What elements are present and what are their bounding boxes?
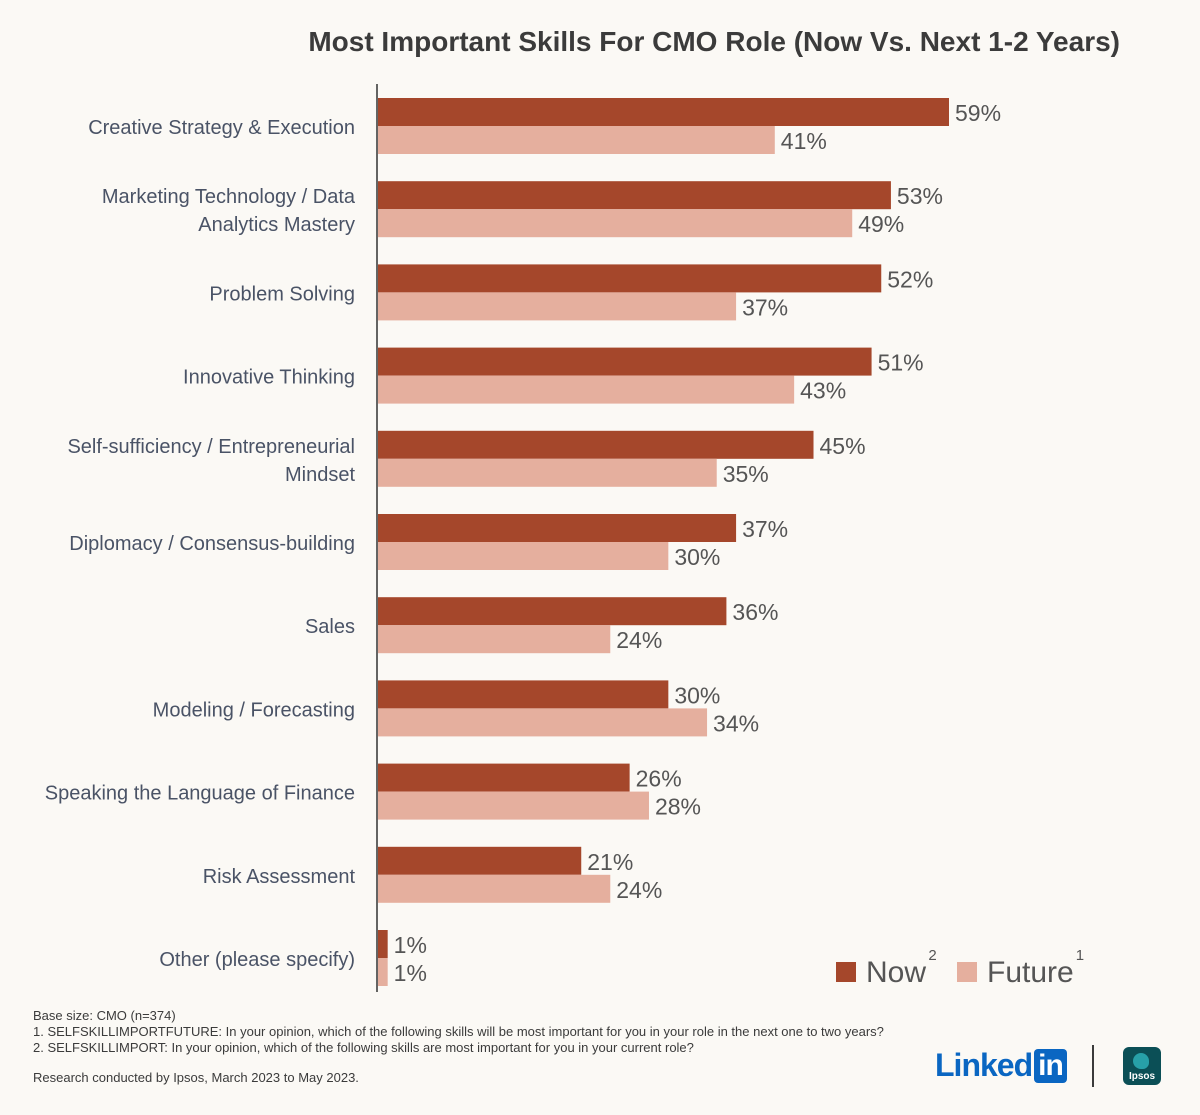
now-bar	[378, 430, 814, 459]
now-value-label: 52%	[887, 266, 933, 292]
future-bar	[378, 958, 388, 986]
future-bar	[378, 292, 737, 321]
footnote-2: 2. SELFSKILLIMPORT: In your opinion, whi…	[33, 1040, 694, 1055]
base-size-note: Base size: CMO (n=374)	[33, 1008, 176, 1023]
research-note: Research conducted by Ipsos, March 2023 …	[33, 1070, 359, 1085]
category-label: Problem Solving	[209, 283, 355, 305]
footnote-1: 1. SELFSKILLIMPORTFUTURE: In your opinio…	[33, 1024, 884, 1039]
future-value-label: 34%	[713, 710, 759, 736]
now-bar	[378, 98, 949, 126]
footnotes: Base size: CMO (n=374) 1. SELFSKILLIMPOR…	[33, 1008, 884, 1086]
now-bar	[378, 514, 737, 542]
now-value-label: 36%	[732, 599, 778, 625]
now-value-label: 26%	[636, 766, 682, 792]
linkedin-logo-box: in	[1034, 1048, 1067, 1083]
now-bar	[378, 846, 582, 875]
future-value-label: 49%	[858, 211, 904, 237]
category-label: Analytics Mastery	[198, 214, 355, 236]
category-label: Marketing Technology / Data	[102, 186, 356, 208]
future-bar	[378, 375, 795, 404]
future-bar	[378, 542, 669, 570]
chart-title: Most Important Skills For CMO Role (Now …	[308, 26, 1120, 57]
category-label: Creative Strategy & Execution	[88, 117, 355, 139]
now-bar	[378, 347, 872, 376]
future-value-label: 30%	[674, 544, 720, 570]
now-value-label: 45%	[820, 433, 866, 459]
category-label: Risk Assessment	[203, 866, 356, 888]
now-value-label: 1%	[394, 932, 427, 958]
now-bar	[378, 680, 669, 709]
now-value-label: 59%	[955, 100, 1001, 126]
now-value-label: 30%	[674, 682, 720, 708]
now-value-label: 53%	[897, 183, 943, 209]
future-value-label: 43%	[800, 378, 846, 404]
future-bar	[378, 209, 853, 238]
now-bar	[378, 930, 388, 958]
category-label: Self-sufficiency / Entrepreneurial	[67, 436, 355, 458]
future-value-label: 1%	[394, 960, 427, 986]
future-value-label: 24%	[616, 627, 662, 653]
ipsos-logo-text: Ipsos	[1128, 1071, 1156, 1082]
logo-divider	[1092, 1045, 1094, 1087]
future-bar	[378, 791, 649, 820]
bar-chart: Creative Strategy & Execution 59% 41% Marke…	[45, 84, 1084, 992]
linkedin-logo-text: Linked	[935, 1047, 1033, 1083]
now-bar	[378, 264, 882, 293]
category-label: Sales	[305, 616, 355, 638]
future-value-label: 28%	[655, 794, 701, 820]
future-bar	[378, 126, 775, 154]
future-bar	[378, 874, 611, 903]
now-value-label: 37%	[742, 516, 788, 542]
category-label: Other (please specify)	[159, 949, 355, 971]
future-bar	[378, 625, 611, 654]
now-bar	[378, 597, 727, 626]
now-value-label: 51%	[878, 350, 924, 376]
ipsos-logo-mark	[1133, 1053, 1149, 1069]
future-value-label: 24%	[616, 877, 662, 903]
future-legend-superscript: 1	[1076, 947, 1084, 964]
linkedin-logo: Linked in	[935, 1047, 1067, 1084]
now-bar	[378, 763, 630, 792]
future-bar	[378, 458, 717, 487]
now-legend-swatch	[836, 962, 856, 982]
future-value-label: 41%	[781, 128, 827, 154]
logos: Linked in Ipsos	[935, 1045, 1175, 1090]
future-legend-swatch	[957, 962, 977, 982]
now-legend-superscript: 2	[928, 947, 936, 964]
future-value-label: 35%	[723, 461, 769, 487]
category-label: Mindset	[285, 464, 355, 486]
future-legend-label: Future	[987, 956, 1074, 989]
category-label: Innovative Thinking	[183, 367, 355, 389]
now-bar	[378, 181, 891, 210]
category-label: Modeling / Forecasting	[153, 699, 355, 721]
now-value-label: 21%	[587, 849, 633, 875]
future-bar	[378, 708, 708, 737]
category-label: Speaking the Language of Finance	[45, 783, 355, 805]
category-label: Diplomacy / Consensus-building	[69, 533, 355, 555]
ipsos-logo: Ipsos	[1123, 1047, 1161, 1085]
future-value-label: 37%	[742, 294, 788, 320]
now-legend-label: Now	[866, 956, 926, 989]
